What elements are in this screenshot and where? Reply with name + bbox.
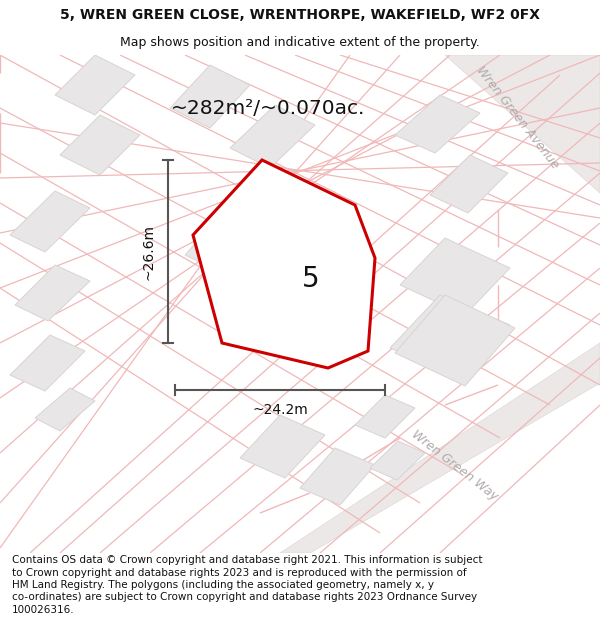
Text: Wren Green Way: Wren Green Way [409,428,500,503]
Polygon shape [15,265,90,321]
Text: ~282m²/~0.070ac.: ~282m²/~0.070ac. [171,99,365,118]
Polygon shape [395,295,515,386]
Polygon shape [355,395,415,438]
Polygon shape [35,388,95,431]
Polygon shape [445,55,600,193]
Text: ~24.2m: ~24.2m [252,403,308,417]
Polygon shape [400,238,510,315]
Polygon shape [300,448,375,505]
Polygon shape [240,415,325,478]
Polygon shape [55,55,135,115]
Text: Map shows position and indicative extent of the property.: Map shows position and indicative extent… [120,36,480,49]
Polygon shape [370,441,425,480]
Polygon shape [185,205,285,281]
Polygon shape [193,160,375,368]
Polygon shape [395,95,480,153]
Text: Wren Green Avenue: Wren Green Avenue [474,64,562,172]
Polygon shape [60,115,140,175]
Polygon shape [170,65,250,128]
Text: 5: 5 [302,265,319,293]
Polygon shape [390,295,510,378]
Polygon shape [230,105,315,168]
Polygon shape [430,155,508,213]
Polygon shape [10,191,90,252]
Text: 5, WREN GREEN CLOSE, WRENTHORPE, WAKEFIELD, WF2 0FX: 5, WREN GREEN CLOSE, WRENTHORPE, WAKEFIE… [60,8,540,22]
Polygon shape [10,335,85,391]
Text: ~26.6m: ~26.6m [141,224,155,279]
Text: Contains OS data © Crown copyright and database right 2021. This information is : Contains OS data © Crown copyright and d… [12,555,482,615]
Polygon shape [280,343,600,553]
